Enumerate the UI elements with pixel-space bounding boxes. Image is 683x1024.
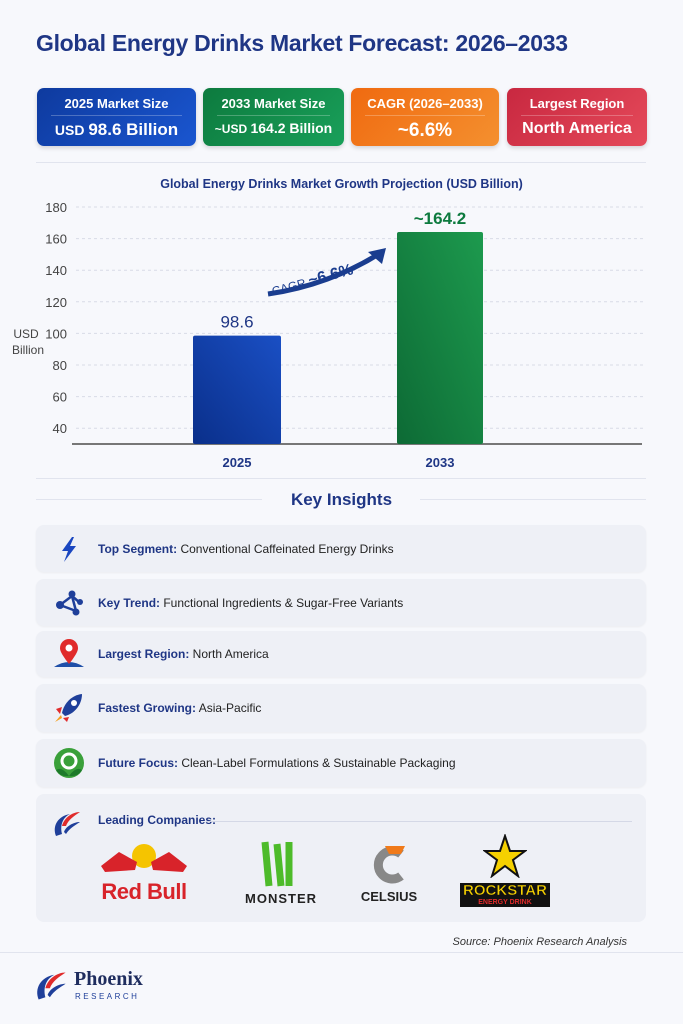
- rockstar-logo: ROCKSTAR ENERGY DRINK: [460, 832, 550, 907]
- celsius-logo: CELSIUS: [354, 842, 424, 904]
- phoenix-logo-icon: [37, 972, 66, 1000]
- y-tick-label: 80: [53, 358, 67, 373]
- bar-2033: [397, 231, 483, 444]
- divider: [206, 821, 632, 822]
- cagr-arrowhead: [368, 248, 386, 264]
- insight-fastest-growing: Fastest Growing: Asia-Pacific: [36, 684, 646, 732]
- card-cagr: CAGR (2026–2033) ~6.6%: [351, 88, 499, 146]
- footer-sub: RESEARCH: [75, 992, 140, 1001]
- insight-text: Clean-Label Formulations & Sustainable P…: [178, 756, 456, 770]
- monster-logo: MONSTER: [241, 840, 321, 906]
- insight-label: Fastest Growing:: [98, 701, 197, 715]
- divider: [36, 478, 646, 479]
- rocket-icon: [55, 694, 82, 722]
- y-axis-label: USD Billion: [12, 327, 44, 357]
- insight-label: Top Segment:: [98, 541, 178, 556]
- data-label: 98.6: [220, 313, 253, 332]
- insight-text: Functional Ingredients & Sugar-Free Vari…: [160, 595, 404, 610]
- insight-label: Key Trend:: [98, 595, 161, 610]
- cagr-annotation: CAGR ~6.6%: [270, 261, 355, 299]
- y-tick-label: 180: [45, 200, 67, 215]
- lightning-icon: [62, 536, 76, 562]
- y-tick-label: 160: [45, 232, 67, 247]
- card-label: Largest Region: [521, 96, 633, 116]
- red-bull-logo: Red Bull: [94, 844, 194, 905]
- insight-top-segment: Top Segment: Conventional Caffeinated En…: [36, 525, 646, 572]
- leading-companies-panel: Leading Companies: Red Bull MONSTER CELS…: [36, 794, 646, 922]
- y-tick-label: 140: [45, 263, 67, 278]
- x-tick-label: 2033: [426, 455, 455, 470]
- insight-text: North America: [189, 647, 269, 661]
- y-tick-label: 120: [45, 295, 67, 310]
- card-value: ~6.6%: [397, 120, 453, 141]
- y-axis-label-line: Billion: [12, 343, 44, 357]
- y-axis-label-line: USD: [13, 327, 39, 341]
- insight-future-focus: Future Focus: Clean-Label Formulations &…: [36, 739, 646, 787]
- cagr-arrow: [267, 249, 384, 297]
- card-prefix: USD: [54, 122, 89, 138]
- key-insights-title: Key Insights: [290, 490, 393, 509]
- card-prefix: ~USD: [214, 122, 251, 136]
- bar-2025: [193, 335, 281, 444]
- insight-text: Asia-Pacific: [196, 701, 262, 715]
- divider: [36, 162, 646, 163]
- source-note: Source: Phoenix Research Analysis: [452, 936, 627, 948]
- recycle-leaf-icon: [54, 748, 84, 778]
- divider: [0, 952, 683, 953]
- insight-label: Largest Region:: [98, 647, 190, 661]
- card-2033-market-size: 2033 Market Size ~USD 164.2 Billion: [203, 88, 344, 146]
- divider: [420, 499, 646, 500]
- card-label: 2033 Market Size: [217, 96, 330, 116]
- y-tick-label: 40: [53, 421, 67, 436]
- phoenix-logo-icon: [54, 812, 80, 836]
- y-tick-label: 100: [45, 326, 67, 341]
- data-label: ~164.2: [414, 209, 466, 228]
- insight-largest-region: Largest Region: North America: [36, 631, 646, 677]
- footer-brand: Phoenix: [74, 968, 143, 990]
- network-icon: [56, 590, 83, 615]
- chart-title: Global Energy Drinks Market Growth Proje…: [160, 177, 523, 191]
- card-label: CAGR (2026–2033): [365, 96, 485, 116]
- bar-chart: 40 60 80 100 120 140 160 180 USD Billion 98.6 202…: [12, 200, 646, 470]
- insight-label: Future Focus:: [98, 756, 178, 770]
- card-value: 98.6 Billion: [88, 120, 179, 139]
- leading-companies-title: Leading Companies:: [98, 813, 217, 827]
- x-tick-label: 2025: [223, 455, 252, 470]
- card-label: 2025 Market Size: [51, 96, 182, 116]
- card-value: 164.2 Billion: [250, 120, 333, 136]
- page-title: Global Energy Drinks Market Forecast: 20…: [36, 30, 568, 56]
- card-2025-market-size: 2025 Market Size USD 98.6 Billion: [37, 88, 196, 146]
- y-tick-label: 60: [53, 390, 67, 405]
- divider: [36, 499, 262, 500]
- insight-key-trend: Key Trend: Functional Ingredients & Suga…: [36, 579, 646, 626]
- card-largest-region: Largest Region North America: [507, 88, 647, 146]
- insight-text: Conventional Caffeinated Energy Drinks: [177, 541, 394, 556]
- card-value: North America: [522, 120, 632, 137]
- map-pin-icon: [54, 639, 84, 667]
